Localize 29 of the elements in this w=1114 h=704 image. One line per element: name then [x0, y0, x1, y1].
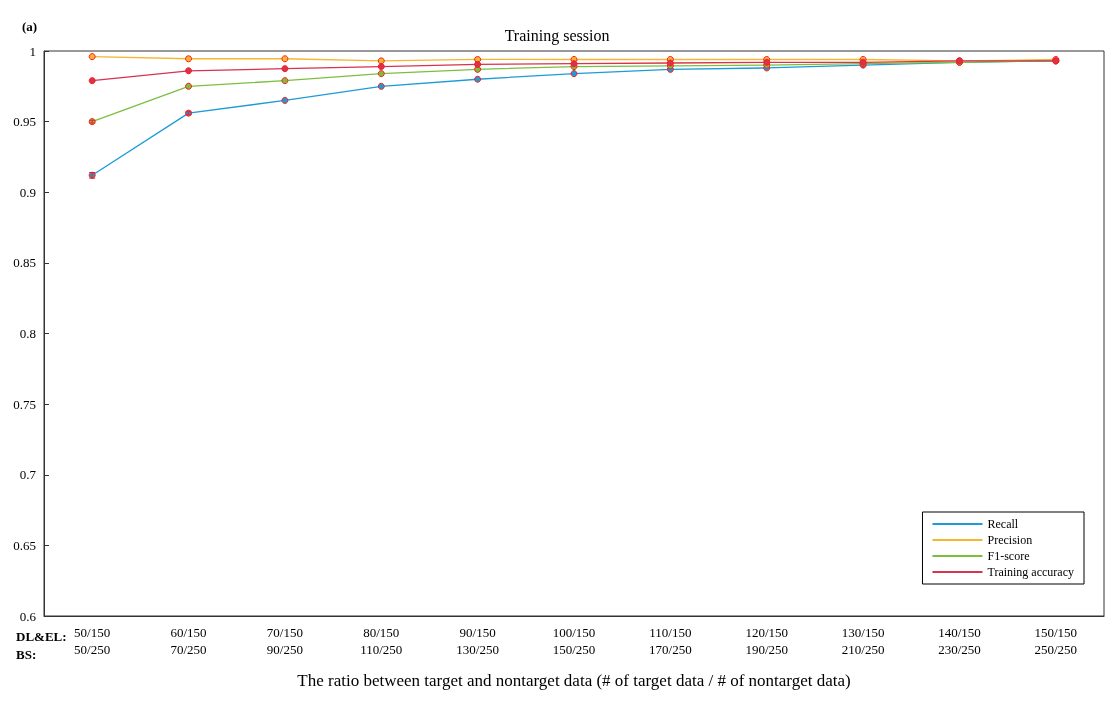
legend-label: Precision [987, 533, 1033, 547]
x-tick-label: 120/150 190/250 [745, 625, 789, 657]
x-tick-label: 100/150 150/250 [552, 625, 596, 657]
x-tick-label: 90/150 130/250 [456, 625, 499, 657]
y-tick-label: 0.75 [13, 396, 36, 412]
y-tick-label: 0.95 [13, 114, 36, 130]
legend-label: Recall [987, 517, 1019, 531]
y-tick-label: 0.7 [19, 467, 37, 483]
chart-title: Training session [504, 26, 610, 45]
text: DL&EL: [16, 629, 67, 644]
x-axis-title: The ratio between target and nontarget data (# of target data / # of nontarget data) [297, 671, 851, 690]
legend-label: F1-score [987, 549, 1030, 563]
x-tick-label: 70/150 90/250 [266, 625, 303, 657]
x-tick-label: 110/150 170/250 [649, 625, 692, 657]
x-tick-label: 140/150 230/250 [938, 625, 981, 657]
x-tick-label: 130/150 210/250 [841, 625, 885, 657]
x-tick-label: 50/150 50/250 [74, 625, 111, 657]
text: (a) [22, 19, 38, 34]
text: BS: [16, 647, 37, 662]
x-tick-label: 80/150 110/250 [360, 625, 403, 657]
y-tick-label: 0.6 [19, 608, 37, 624]
y-tick-label: 0.9 [19, 184, 36, 200]
y-tick-label: 0.8 [19, 326, 36, 341]
legend-label: Training accuracy [987, 565, 1075, 579]
y-tick-label: 0.85 [13, 255, 36, 271]
y-tick-label: 1 [29, 43, 36, 59]
y-tick-label: 0.65 [13, 537, 36, 553]
x-tick-label: 60/150 70/250 [170, 625, 207, 657]
x-tick-label: 150/150 250/250 [1034, 625, 1078, 657]
